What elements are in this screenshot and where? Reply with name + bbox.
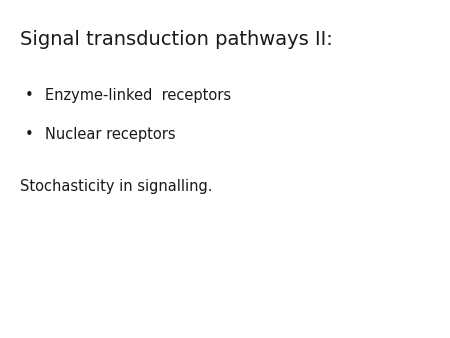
- Text: Signal transduction pathways II:: Signal transduction pathways II:: [20, 30, 333, 49]
- Text: •: •: [25, 88, 33, 103]
- Text: •: •: [25, 127, 33, 142]
- Text: Nuclear receptors: Nuclear receptors: [45, 127, 176, 142]
- Text: Stochasticity in signalling.: Stochasticity in signalling.: [20, 179, 213, 194]
- Text: Enzyme-linked  receptors: Enzyme-linked receptors: [45, 88, 231, 103]
